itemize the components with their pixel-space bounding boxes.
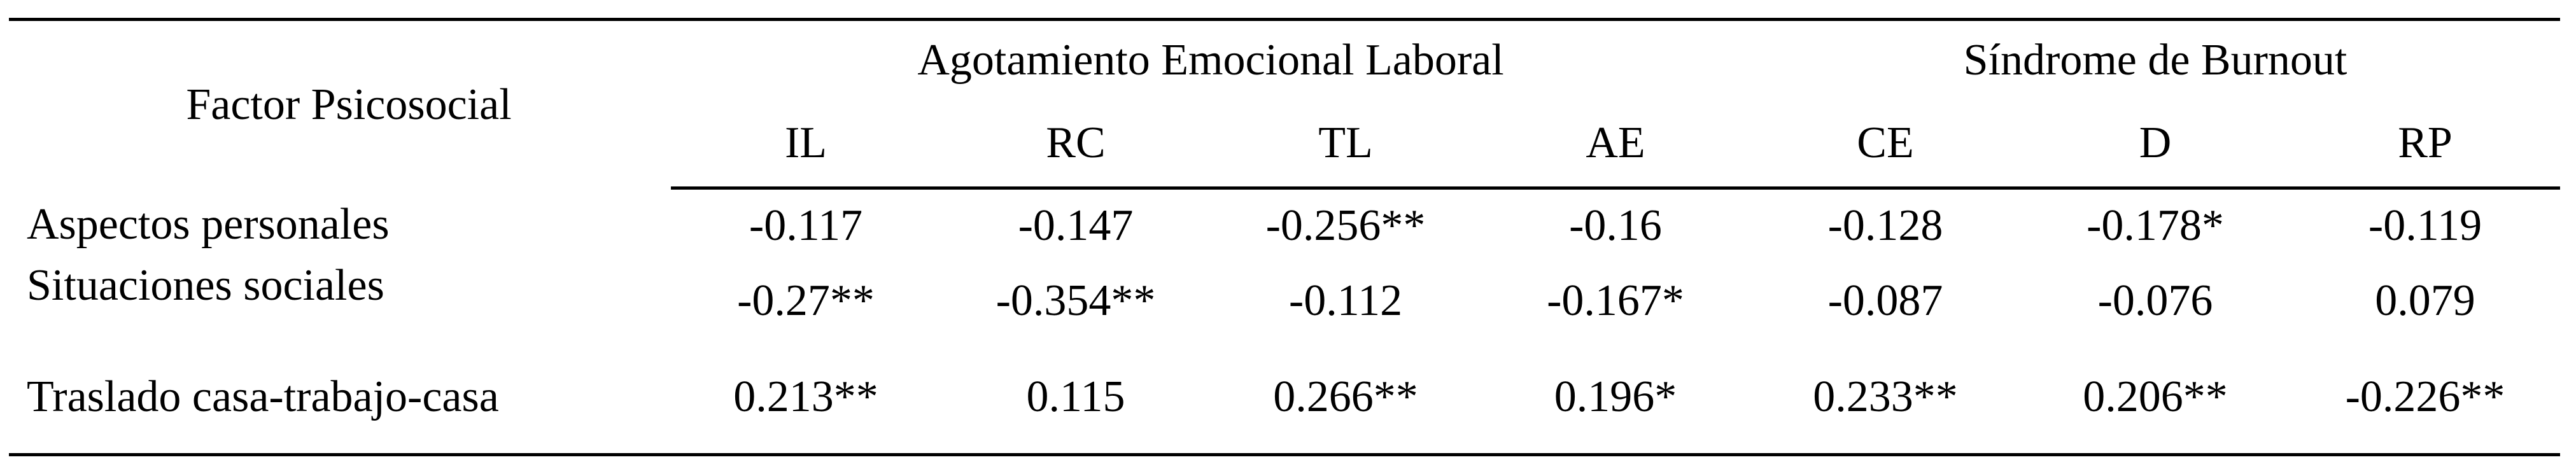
col-header-rc: RC [941, 99, 1211, 190]
value-cell: -0.16 [1569, 200, 1662, 250]
value-cell: -0.27** [737, 276, 875, 325]
row-label-aspectos-personales: Aspectos personales [27, 200, 390, 249]
correlation-table: Factor Psicosocial Agotamiento Emocional… [9, 18, 2561, 456]
table-row: Aspectos personales -0.117 -0.147 -0.256… [9, 188, 2560, 262]
group-header-row: Factor Psicosocial Agotamiento Emocional… [9, 20, 2560, 129]
value-cell: -0.087 [1827, 276, 1943, 325]
col-header-ce: CE [1750, 99, 2021, 190]
value-cell: 0.115 [941, 340, 1211, 456]
row-header-label: Factor Psicosocial [186, 80, 512, 129]
table-row: Situaciones sociales -0.27** -0.354** -0… [9, 261, 2560, 340]
value-cell: 0.079 [2375, 276, 2475, 325]
value-cell: -0.178* [2087, 200, 2224, 250]
table-row: Traslado casa-trabajo-casa 0.213** 0.115… [9, 340, 2561, 456]
col-header-rp: RP [2290, 99, 2561, 190]
row-label-traslado-casa-trabajo-casa: Traslado casa-trabajo-casa [9, 340, 671, 456]
value-cell: -0.117 [749, 200, 863, 250]
value-cell: -0.354** [996, 276, 1156, 325]
value-cell: -0.147 [1018, 200, 1134, 250]
row-label-situaciones-sociales: Situaciones sociales [27, 261, 384, 310]
value-cell: 0.213** [671, 340, 941, 456]
col-header-d: D [2020, 99, 2291, 190]
col-header-ae: AE [1481, 99, 1751, 190]
col-header-tl: TL [1211, 99, 1481, 190]
value-cell: 0.196* [1481, 340, 1751, 456]
col-header-il: IL [671, 99, 941, 190]
value-cell: 0.266** [1211, 340, 1481, 456]
value-cell: -0.167* [1547, 276, 1684, 325]
group-header-sindrome-de-burnout: Síndrome de Burnout [1963, 35, 2347, 85]
value-cell: -0.256** [1265, 200, 1426, 250]
value-cell: -0.112 [1288, 276, 1403, 325]
column-header-row: IL RC TL AE CE D RP [9, 99, 2561, 190]
value-cell: -0.226** [2290, 340, 2561, 456]
value-cell: -0.119 [2368, 200, 2482, 250]
group-header-agotamiento-emocional-laboral: Agotamiento Emocional Laboral [917, 35, 1504, 85]
value-cell: -0.076 [2097, 276, 2213, 325]
value-cell: -0.128 [1827, 200, 1943, 250]
value-cell: 0.206** [2020, 340, 2291, 456]
value-cell: 0.233** [1750, 340, 2021, 456]
